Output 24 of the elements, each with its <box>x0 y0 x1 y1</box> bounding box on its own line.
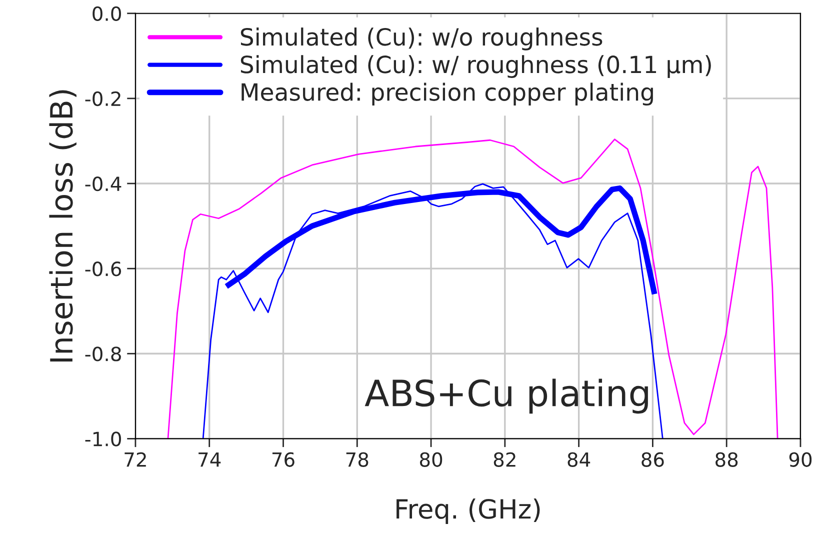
x-tick-label: 72 <box>124 452 146 467</box>
line-series <box>167 138 778 439</box>
y-tick-label: -0.2 <box>85 91 120 106</box>
y-tick-label: -1.0 <box>85 432 121 446</box>
x-tick-label: 76 <box>272 452 294 467</box>
x-tick-label: 82 <box>494 452 516 467</box>
legend-label: Simulated (Cu): w/o roughness <box>240 28 602 50</box>
x-tick-label: 90 <box>789 452 812 467</box>
x-tick-label: 74 <box>198 452 221 467</box>
x-tick-label: 78 <box>346 452 368 467</box>
x-axis-title: Freq. (GHz) <box>396 498 540 524</box>
legend-label: Measured: precision copper plating <box>242 82 653 106</box>
x-tick-label: 88 <box>716 452 738 467</box>
y-axis-title: Insertion loss (dB) <box>49 90 76 362</box>
x-tick-label: 80 <box>420 452 442 467</box>
x-tick-label: 84 <box>568 452 590 467</box>
y-tick-label: 0.0 <box>92 6 121 22</box>
line-series <box>202 183 664 439</box>
legend-label: Simulated (Cu): w/ roughness (0.11 μm) <box>240 55 711 78</box>
y-tick-label: -0.6 <box>85 262 122 276</box>
annotation: ABS+Cu plating <box>364 378 648 414</box>
x-tick-label: 86 <box>642 452 664 467</box>
y-tick-label: -0.8 <box>85 346 121 362</box>
y-tick-label: -0.4 <box>85 176 122 192</box>
